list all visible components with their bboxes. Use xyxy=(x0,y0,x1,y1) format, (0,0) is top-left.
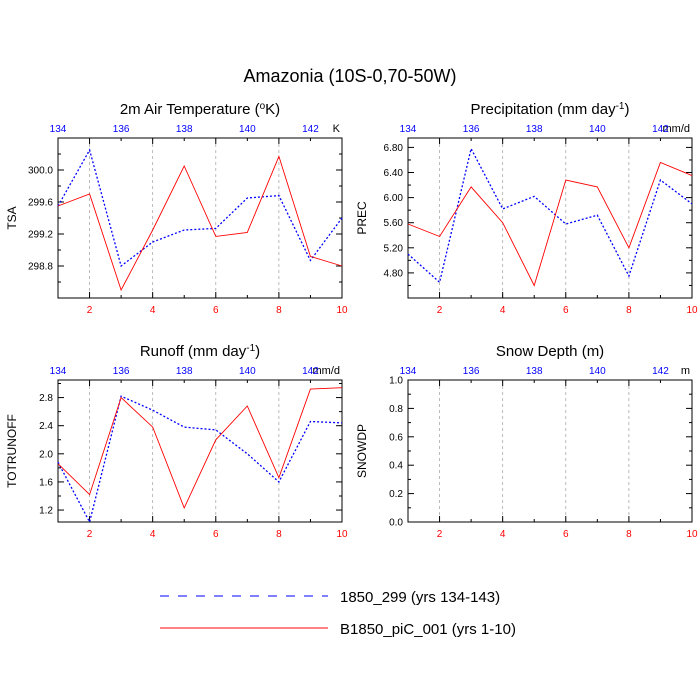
title-superscript: -1 xyxy=(246,343,255,354)
y-tick-label: 0.8 xyxy=(389,404,403,415)
y-tick-label: 298.8 xyxy=(28,262,53,273)
y-axis-label-totrunoff: TOTRUNOFF xyxy=(5,414,19,488)
top-tick-label: 136 xyxy=(463,124,480,135)
series-1850-299-line xyxy=(407,146,693,284)
y-tick-label: 0.6 xyxy=(389,432,403,443)
y-tick-label: 299.6 xyxy=(28,198,53,209)
panel-title-tsa: 2m Air Temperature (oK) xyxy=(120,101,280,119)
series-b1850-pic-001-line xyxy=(407,161,693,287)
x-tick-label: 4 xyxy=(150,305,156,316)
x-tick-label: 10 xyxy=(686,305,698,316)
top-tick-label: 138 xyxy=(176,366,193,377)
y-tick-label: 300.0 xyxy=(28,166,53,177)
x-tick-label: 6 xyxy=(213,529,219,540)
y-tick-label: 6.00 xyxy=(384,193,404,204)
panel-tsa: 2m Air Temperature (oK) K TSA 2 4 6 8 10 134 136 1… xyxy=(5,101,348,317)
top-tick-label: 138 xyxy=(526,366,543,377)
panel-title-totrunoff: Runoff (mm day-1) xyxy=(140,343,260,361)
top-tick-label: 134 xyxy=(50,366,67,377)
units-label-snowdp: m xyxy=(681,365,690,377)
x-tick-label: 2 xyxy=(87,305,93,316)
x-tick-label: 10 xyxy=(336,305,348,316)
legend: 1850_299 (yrs 134-143) B1850_piC_001 (yr… xyxy=(160,589,516,638)
chart-panels: 2m Air Temperature (oK) K TSA 2 4 6 8 10 134 136 1… xyxy=(5,101,698,541)
title-suffix: K) xyxy=(265,101,280,118)
top-tick-label: 134 xyxy=(400,124,417,135)
x-tick-label: 8 xyxy=(626,305,632,316)
legend-label-b1850-pic-001: B1850_piC_001 (yrs 1-10) xyxy=(340,621,516,638)
plot-frame-tsa xyxy=(57,137,343,299)
plot-frame-prec xyxy=(407,137,693,299)
top-tick-label: 142 xyxy=(302,366,319,377)
y-tick-label: 2.4 xyxy=(39,421,53,432)
top-tick-label: 136 xyxy=(113,366,130,377)
y-tick-label: 5.60 xyxy=(384,218,404,229)
top-tick-label: 134 xyxy=(400,366,417,377)
title-suffix: ) xyxy=(624,101,629,118)
y-axis-label-prec: PREC xyxy=(355,201,369,235)
y-tick-label: 0.2 xyxy=(389,489,403,500)
x-tick-label: 10 xyxy=(336,529,348,540)
y-tick-label: 6.80 xyxy=(384,143,404,154)
y-tick-label: 1.0 xyxy=(389,376,403,387)
top-tick-label: 140 xyxy=(589,366,606,377)
panel-totrunoff: Runoff (mm day-1) mm/d TOTRUNOFF 2 4 6 8 10 134 1… xyxy=(5,343,348,541)
figure-title: Amazonia (10S-0,70-50W) xyxy=(243,66,456,86)
y-tick-label: 2.0 xyxy=(39,449,53,460)
x-tick-label: 4 xyxy=(500,305,506,316)
title-suffix: ) xyxy=(255,343,260,360)
panel-title-snowdp: Snow Depth (m) xyxy=(496,343,604,360)
units-label-totrunoff: mm/d xyxy=(313,365,341,377)
x-tick-label: 8 xyxy=(276,529,282,540)
x-tick-label: 6 xyxy=(563,529,569,540)
plot-frame-snowdp xyxy=(407,379,693,523)
x-tick-label: 4 xyxy=(150,529,156,540)
units-label-prec: mm/d xyxy=(663,123,691,135)
y-tick-label: 4.80 xyxy=(384,268,404,279)
top-tick-label: 142 xyxy=(302,124,319,135)
series-b1850-pic-001-line xyxy=(57,155,343,292)
top-tick-label: 140 xyxy=(589,124,606,135)
panel-prec: Precipitation (mm day-1) mm/d PREC 2 4 6 8 10 13… xyxy=(355,101,698,317)
plot-frame-totrunoff xyxy=(57,379,343,523)
y-tick-label: 6.40 xyxy=(384,168,404,179)
y-axis-label-tsa: TSA xyxy=(5,206,19,229)
title-superscript: -1 xyxy=(616,101,625,112)
x-tick-label: 10 xyxy=(686,529,698,540)
top-tick-label: 142 xyxy=(652,124,669,135)
y-tick-label: 5.20 xyxy=(384,243,404,254)
top-tick-label: 136 xyxy=(113,124,130,135)
series-1850-299-line xyxy=(57,395,343,524)
y-tick-label: 0.0 xyxy=(389,518,403,529)
y-axis-label-snowdp: SNOWDP xyxy=(355,424,369,478)
x-tick-label: 4 xyxy=(500,529,506,540)
x-tick-label: 6 xyxy=(563,305,569,316)
legend-label-1850-299: 1850_299 (yrs 134-143) xyxy=(340,589,500,606)
series-1850-299-line xyxy=(57,148,343,268)
y-tick-label: 1.6 xyxy=(39,477,53,488)
top-tick-label: 140 xyxy=(239,124,256,135)
panel-snowdp: Snow Depth (m) m SNOWDP 2 4 6 8 10 134 136 138 140 1… xyxy=(355,343,698,540)
top-tick-label: 138 xyxy=(526,124,543,135)
x-tick-label: 6 xyxy=(213,305,219,316)
y-tick-label: 0.4 xyxy=(389,461,403,472)
top-tick-label: 136 xyxy=(463,366,480,377)
panel-title-prec: Precipitation (mm day-1) xyxy=(471,101,630,119)
title-superscript: o xyxy=(260,101,266,112)
top-tick-label: 134 xyxy=(50,124,67,135)
series-b1850-pic-001-line xyxy=(57,387,343,510)
x-tick-label: 8 xyxy=(276,305,282,316)
x-tick-label: 2 xyxy=(87,529,93,540)
top-tick-label: 142 xyxy=(652,366,669,377)
top-tick-label: 138 xyxy=(176,124,193,135)
x-tick-label: 2 xyxy=(437,529,443,540)
y-tick-label: 299.2 xyxy=(28,230,53,241)
y-tick-label: 1.2 xyxy=(39,506,53,517)
x-tick-label: 8 xyxy=(626,529,632,540)
top-tick-label: 140 xyxy=(239,366,256,377)
y-tick-label: 2.8 xyxy=(39,393,53,404)
units-label-tsa: K xyxy=(333,123,341,135)
x-tick-label: 2 xyxy=(437,305,443,316)
